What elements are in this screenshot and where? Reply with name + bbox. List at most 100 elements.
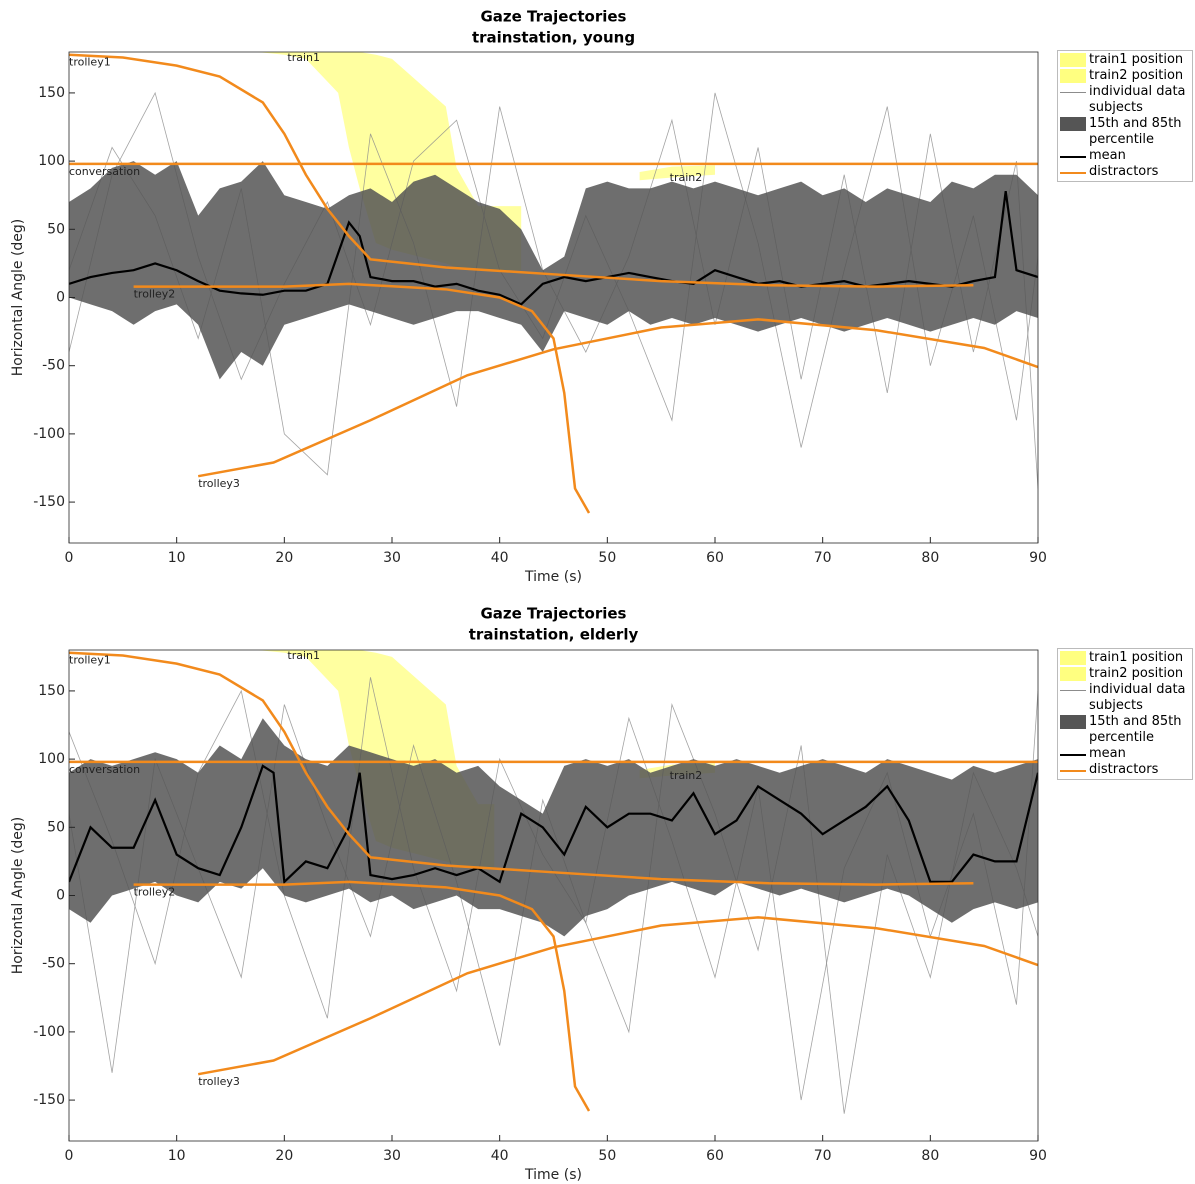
y-tick-label: -150 (33, 1092, 65, 1108)
x-tick-label: 50 (598, 1148, 616, 1164)
y-tick-label: -100 (33, 426, 65, 442)
legend-swatch (1060, 172, 1086, 174)
train-area (639, 165, 715, 181)
distractor-label: trolley1 (69, 654, 111, 667)
y-tick-label: 100 (38, 751, 65, 767)
distractor-line (133, 880, 591, 1112)
legend-label: train2 position (1089, 666, 1184, 681)
legend-label: mean (1089, 148, 1126, 163)
legend-label: train2 position (1089, 68, 1184, 83)
x-tick-label: 20 (275, 1148, 293, 1164)
x-tick-label: 20 (275, 550, 293, 566)
y-tick-label: 0 (56, 888, 65, 904)
area-label: train1 (287, 649, 320, 662)
x-tick-label: 90 (1029, 550, 1047, 566)
legend-entry: mean (1060, 148, 1190, 164)
distractor-line (69, 53, 974, 288)
legend-swatch (1060, 754, 1086, 756)
legend-label: individual data subjects (1089, 84, 1186, 115)
legend-swatch (1060, 117, 1086, 131)
x-tick-label: 80 (921, 550, 939, 566)
legend-swatch (1060, 715, 1086, 729)
x-tick-label: 0 (65, 1148, 74, 1164)
legend: train1 position train2 position individual… (1057, 648, 1193, 780)
x-tick-label: 0 (65, 550, 74, 566)
plot-area (69, 650, 1038, 1114)
x-tick-label: 80 (921, 1148, 939, 1164)
area-label: train1 (287, 51, 320, 64)
legend-swatch (1060, 690, 1086, 691)
y-tick-label: -50 (42, 358, 65, 374)
legend-entry: train2 position (1060, 666, 1190, 682)
chart-title: Gaze Trajectories (481, 8, 627, 26)
y-tick-label: 0 (56, 290, 65, 306)
legend-label: 15th and 85th percentile (1089, 116, 1182, 147)
legend-entry: individual data subjects (1060, 682, 1190, 714)
chart-subtitle: trainstation, elderly (469, 626, 639, 644)
distractor-label: conversation (69, 165, 140, 178)
plot-area (69, 52, 1038, 514)
x-tick-label: 70 (814, 1148, 832, 1164)
legend-entry: train2 position (1060, 68, 1190, 84)
legend-label: distractors (1089, 762, 1159, 777)
area-label: train2 (670, 171, 703, 184)
legend-swatch (1060, 651, 1086, 665)
legend-swatch (1060, 53, 1086, 67)
legend-swatch (1060, 770, 1086, 772)
distractor-label: trolley3 (198, 477, 240, 490)
y-tick-label: -100 (33, 1024, 65, 1040)
distractor-line (69, 651, 974, 886)
chart-panel: Gaze Trajectories trainstation, elderly tr… (10, 605, 1047, 1184)
x-tick-label: 30 (383, 1148, 401, 1164)
distractor-line (133, 282, 591, 514)
x-tick-label: 50 (598, 550, 616, 566)
x-tick-label: 10 (168, 550, 186, 566)
legend-entry: train1 position (1060, 52, 1190, 68)
x-axis-label: Time (s) (524, 569, 582, 585)
legend-swatch (1060, 667, 1086, 681)
legend-swatch (1060, 69, 1086, 83)
legend-label: mean (1089, 746, 1126, 761)
x-tick-label: 90 (1029, 1148, 1047, 1164)
mean-line (69, 764, 1038, 885)
y-tick-label: -150 (33, 494, 65, 510)
distractor-label: trolley1 (69, 56, 111, 69)
legend-entry: 15th and 85th percentile (1060, 714, 1190, 746)
legend-swatch (1060, 92, 1086, 93)
mean-line (69, 190, 1038, 306)
legend-entry: distractors (1060, 164, 1190, 180)
y-tick-label: 50 (47, 819, 65, 835)
legend-label: 15th and 85th percentile (1089, 714, 1182, 745)
legend-entry: train1 position (1060, 650, 1190, 666)
x-tick-label: 70 (814, 550, 832, 566)
y-tick-label: -50 (42, 956, 65, 972)
legend-label: individual data subjects (1089, 682, 1186, 713)
chart-panel: Gaze Trajectories trainstation, young trai… (10, 8, 1047, 586)
distractor-line (197, 916, 1038, 1076)
chart-subtitle: trainstation, young (472, 29, 635, 47)
legend-swatch (1060, 156, 1086, 158)
x-tick-label: 40 (491, 1148, 509, 1164)
legend-entry: mean (1060, 746, 1190, 762)
y-tick-label: 150 (38, 85, 65, 101)
x-tick-label: 60 (706, 550, 724, 566)
y-tick-label: 50 (47, 221, 65, 237)
legend: train1 position train2 position individual… (1057, 50, 1193, 182)
distractor-label: trolley3 (198, 1075, 240, 1088)
y-tick-label: 150 (38, 683, 65, 699)
x-tick-label: 30 (383, 550, 401, 566)
x-tick-label: 40 (491, 550, 509, 566)
area-label: train2 (670, 769, 703, 782)
percentile-band (69, 718, 1038, 937)
distractor-label: conversation (69, 763, 140, 776)
y-axis-label: Horizontal Angle (deg) (10, 817, 26, 975)
x-axis-label: Time (s) (524, 1167, 582, 1183)
y-tick-label: 100 (38, 153, 65, 169)
distractor-label: trolley2 (134, 288, 176, 301)
legend-entry: distractors (1060, 762, 1190, 778)
x-tick-label: 60 (706, 1148, 724, 1164)
legend-entry: 15th and 85th percentile (1060, 116, 1190, 148)
percentile-band (69, 161, 1038, 380)
